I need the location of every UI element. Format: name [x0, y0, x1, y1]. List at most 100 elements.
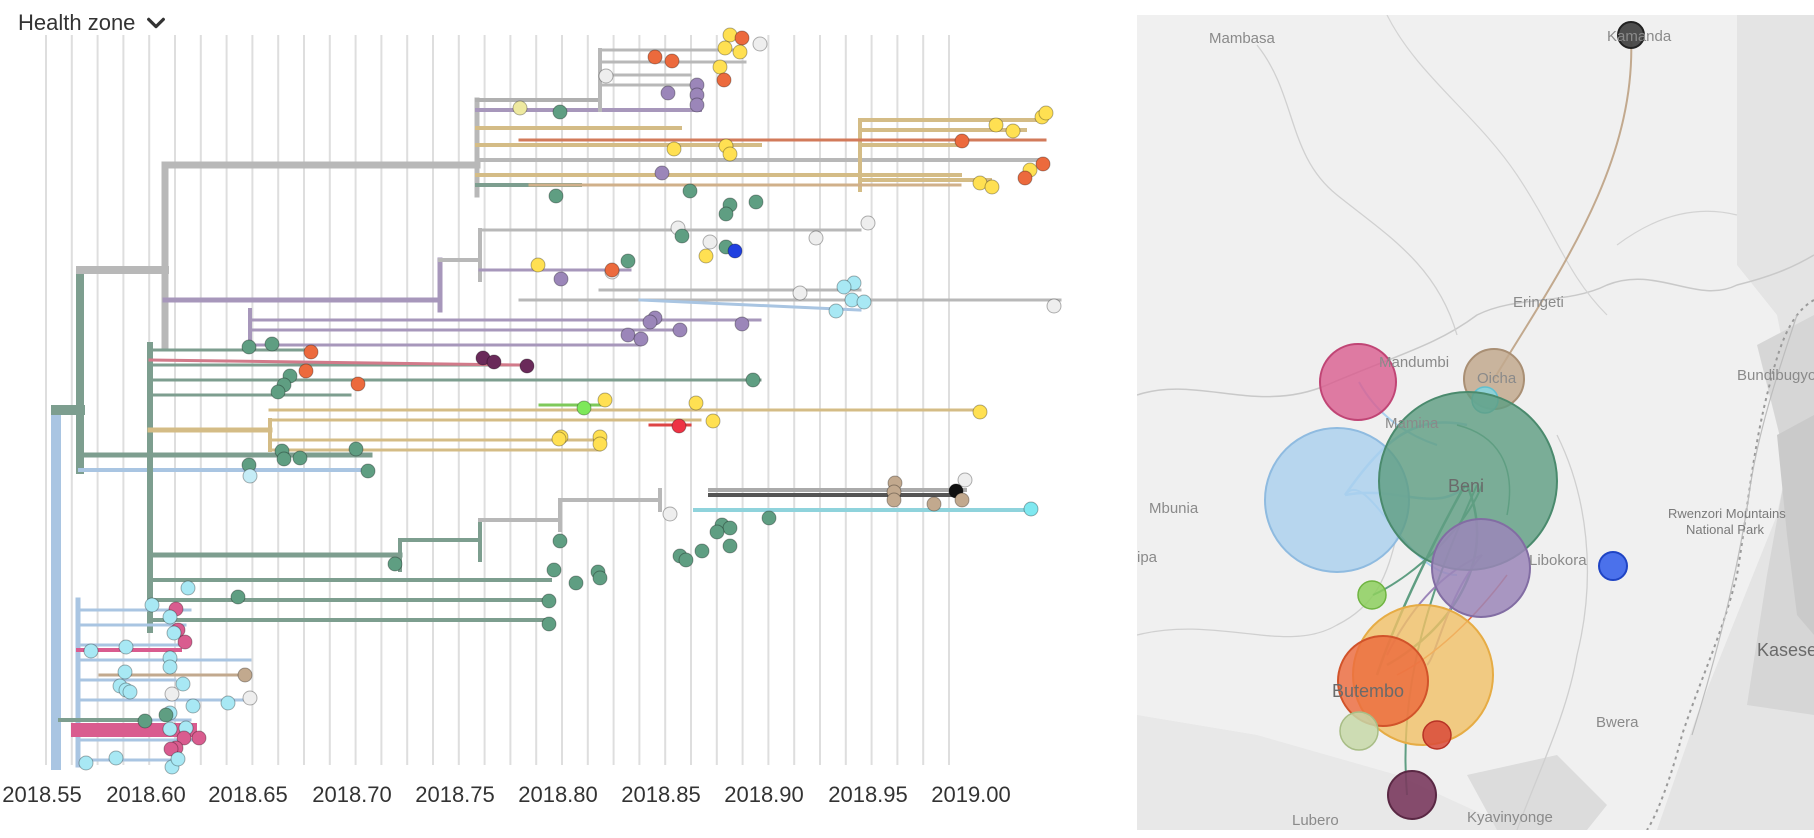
tree-tip[interactable] — [633, 331, 649, 347]
tree-tip[interactable] — [984, 179, 1000, 195]
tree-tip[interactable] — [734, 316, 750, 332]
tree-tip[interactable] — [191, 730, 207, 746]
tree-tip[interactable] — [705, 413, 721, 429]
tree-tip[interactable] — [722, 146, 738, 162]
tree-tip[interactable] — [678, 552, 694, 568]
tree-tip[interactable] — [185, 698, 201, 714]
tree-tip[interactable] — [671, 418, 687, 434]
tree-tip[interactable] — [604, 262, 620, 278]
tree-tip[interactable] — [552, 104, 568, 120]
tree-tip[interactable] — [576, 400, 592, 416]
tree-tip[interactable] — [1046, 298, 1062, 314]
tree-tip[interactable] — [164, 686, 180, 702]
tree-tip[interactable] — [158, 707, 174, 723]
tree-tip[interactable] — [688, 395, 704, 411]
circle-kamanda[interactable] — [1617, 21, 1645, 49]
tree-tip[interactable] — [748, 194, 764, 210]
tree-tip[interactable] — [83, 643, 99, 659]
tree-tip[interactable] — [886, 492, 902, 508]
tree-tip[interactable] — [512, 100, 528, 116]
tree-tip[interactable] — [176, 730, 192, 746]
tree-tip[interactable] — [530, 257, 546, 273]
color-by-dropdown[interactable]: Health zone — [18, 8, 167, 38]
tree-tip[interactable] — [180, 580, 196, 596]
tree-tip[interactable] — [387, 556, 403, 572]
tree-tip[interactable] — [654, 165, 670, 181]
tree-tip[interactable] — [548, 188, 564, 204]
tree-tip[interactable] — [230, 589, 246, 605]
tree-tip[interactable] — [546, 562, 562, 578]
tree-tips[interactable] — [78, 27, 1062, 775]
circle-green-small[interactable] — [1357, 580, 1387, 610]
tree-tip[interactable] — [712, 59, 728, 75]
tree-tip[interactable] — [298, 363, 314, 379]
tree-tip[interactable] — [163, 741, 179, 757]
circle-mandumbi[interactable] — [1319, 343, 1397, 421]
tree-tip[interactable] — [761, 510, 777, 526]
tree-tip[interactable] — [276, 451, 292, 467]
circle-lubero[interactable] — [1387, 770, 1437, 820]
tree-tip[interactable] — [486, 354, 502, 370]
tree-tip[interactable] — [241, 339, 257, 355]
tree-tip[interactable] — [682, 183, 698, 199]
tree-tip[interactable] — [666, 141, 682, 157]
tree-tip[interactable] — [552, 533, 568, 549]
tree-tip[interactable] — [553, 271, 569, 287]
tree-tip[interactable] — [717, 40, 733, 56]
tree-tip[interactable] — [722, 520, 738, 536]
tree-tip[interactable] — [175, 676, 191, 692]
tree-tip[interactable] — [541, 616, 557, 632]
tree-tip[interactable] — [856, 294, 872, 310]
tree-tip[interactable] — [177, 634, 193, 650]
tree-tip[interactable] — [972, 404, 988, 420]
tree-tip[interactable] — [698, 248, 714, 264]
tree-tip[interactable] — [137, 713, 153, 729]
tree-tip[interactable] — [108, 750, 124, 766]
tree-tip[interactable] — [957, 472, 973, 488]
tree-tip[interactable] — [647, 49, 663, 65]
tree-tip[interactable] — [118, 639, 134, 655]
tree-tip[interactable] — [662, 506, 678, 522]
phylogenetic-tree[interactable]: 2018.55 2018.60 2018.65 2018.70 2018.75 2018.… — [0, 0, 1100, 838]
tree-tip[interactable] — [592, 570, 608, 586]
tree-tip[interactable] — [836, 279, 852, 295]
tree-tip[interactable] — [709, 524, 725, 540]
tree-tip[interactable] — [954, 492, 970, 508]
tree-tip[interactable] — [828, 303, 844, 319]
tree-tip[interactable] — [664, 53, 680, 69]
circle-olive[interactable] — [1339, 711, 1379, 751]
tree-tip[interactable] — [162, 609, 178, 625]
tree-tip[interactable] — [220, 695, 236, 711]
phylogenetic-tree-panel[interactable]: 2018.55 2018.60 2018.65 2018.70 2018.75 2018.… — [0, 0, 1100, 838]
tree-tip[interactable] — [642, 314, 658, 330]
tree-tip[interactable] — [162, 659, 178, 675]
circle-butembo[interactable] — [1337, 635, 1429, 727]
tree-tip[interactable] — [722, 538, 738, 554]
tree-tip[interactable] — [242, 468, 258, 484]
tree-tip[interactable] — [360, 463, 376, 479]
tree-tip[interactable] — [954, 133, 970, 149]
tree-tip[interactable] — [292, 450, 308, 466]
circle-libokora[interactable] — [1431, 518, 1531, 618]
tree-tip[interactable] — [694, 543, 710, 559]
map-canvas[interactable]: Mambasa Kamanda Eringeti Mandumbi Oicha … — [1137, 15, 1814, 830]
tree-tip[interactable] — [860, 215, 876, 231]
tree-tip[interactable] — [988, 117, 1004, 133]
location-circles[interactable] — [1264, 21, 1645, 820]
tree-tip[interactable] — [350, 376, 366, 392]
tree-tip[interactable] — [727, 243, 743, 259]
tree-tip[interactable] — [162, 721, 178, 737]
tree-tip[interactable] — [117, 664, 133, 680]
tree-tip[interactable] — [541, 593, 557, 609]
tree-tip[interactable] — [264, 336, 280, 352]
tree-tip[interactable] — [1017, 170, 1033, 186]
tree-tip[interactable] — [568, 575, 584, 591]
tree-tip[interactable] — [270, 384, 286, 400]
tree-tip[interactable] — [348, 441, 364, 457]
transmission-map[interactable]: Mambasa Kamanda Eringeti Mandumbi Oicha … — [1137, 15, 1814, 830]
tree-tip[interactable] — [792, 285, 808, 301]
tree-tip[interactable] — [732, 44, 748, 60]
tree-tip[interactable] — [808, 230, 824, 246]
tree-tip[interactable] — [1038, 105, 1054, 121]
tree-tip[interactable] — [716, 72, 732, 88]
